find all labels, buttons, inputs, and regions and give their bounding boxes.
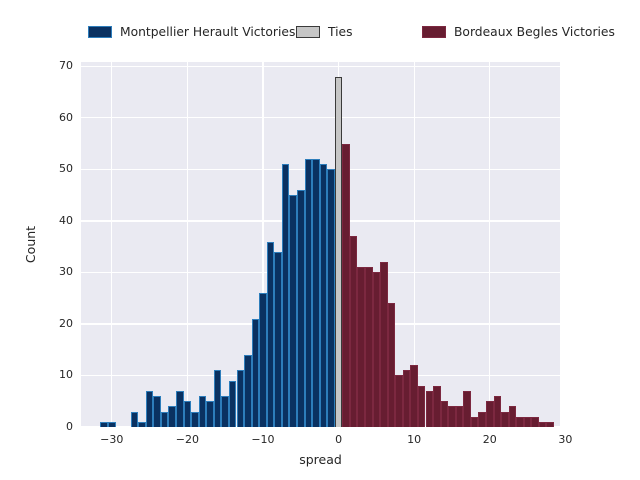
histogram-bar <box>160 411 169 427</box>
histogram-bar <box>538 421 547 427</box>
histogram-bar <box>448 406 456 427</box>
y-tick-label-60: 60 <box>59 110 73 124</box>
gridline-y-70 <box>81 65 560 67</box>
histogram-bar <box>183 401 192 427</box>
legend-label-bordeaux: Bordeaux Begles Victories <box>454 25 615 39</box>
histogram-bar <box>213 370 222 427</box>
histogram-bar <box>417 385 426 427</box>
histogram-bar <box>516 416 524 427</box>
histogram-bar <box>145 390 154 427</box>
gridline-y-60 <box>81 117 560 119</box>
histogram-bar <box>153 396 161 427</box>
histogram-bar <box>342 143 350 427</box>
y-tick-label-10: 10 <box>59 368 73 382</box>
histogram-bar <box>191 411 199 427</box>
gridline-x--30 <box>111 62 113 427</box>
x-tick-label--10: −10 <box>251 433 275 446</box>
histogram-bar <box>206 401 214 427</box>
histogram-bar <box>296 190 305 427</box>
y-tick-label-0: 0 <box>66 420 73 433</box>
histogram-bar <box>130 411 139 427</box>
histogram-bar <box>236 370 245 427</box>
legend-item-bordeaux: Bordeaux Begles Victories <box>422 25 615 39</box>
histogram-bar <box>281 164 290 427</box>
histogram-bar <box>395 375 403 427</box>
histogram-bar <box>107 421 116 427</box>
histogram-bar <box>100 421 108 427</box>
x-tick-label-10: 10 <box>407 433 422 446</box>
ties-swatch <box>296 26 320 38</box>
x-tick-label--20: −20 <box>175 433 199 446</box>
histogram-bar <box>387 303 396 427</box>
gridline-x-10 <box>413 62 415 427</box>
histogram-bar <box>259 293 267 427</box>
histogram-bar <box>493 396 502 427</box>
histogram-bar <box>455 406 464 427</box>
histogram-bar <box>380 262 388 427</box>
gridline-x-20 <box>489 62 491 427</box>
bordeaux-swatch <box>422 26 446 38</box>
histogram-bar <box>470 416 479 427</box>
histogram-bar <box>433 385 441 427</box>
histogram-bar <box>168 406 177 427</box>
x-tick-label-30: 30 <box>558 433 573 446</box>
histogram-bar <box>289 195 297 427</box>
histogram-bar <box>312 159 320 427</box>
y-tick-label-30: 30 <box>59 265 73 279</box>
histogram-bar <box>319 164 328 427</box>
plot-area <box>81 62 566 428</box>
histogram-bar <box>198 396 207 427</box>
histogram-bar <box>410 365 418 427</box>
histogram-bar <box>485 401 494 427</box>
histogram-bar <box>327 169 335 427</box>
gridline-x--10 <box>262 62 264 427</box>
x-axis-label: spread <box>299 452 342 467</box>
histogram-bar <box>251 318 260 427</box>
histogram-bar <box>365 267 373 427</box>
legend-label-montpellier: Montpellier Herault Victories <box>120 25 296 39</box>
histogram-bar <box>244 354 252 427</box>
histogram-bar <box>357 267 365 427</box>
legend-item-montpellier: Montpellier Herault Victories <box>88 25 295 39</box>
histogram-bar <box>546 421 554 427</box>
legend-label-ties: Ties <box>328 25 353 39</box>
histogram-bar <box>372 272 381 427</box>
histogram-bar <box>304 159 313 427</box>
y-tick-label-20: 20 <box>59 316 73 330</box>
histogram-bar <box>334 76 343 427</box>
histogram-bar <box>402 370 411 427</box>
histogram-bar <box>138 421 146 427</box>
y-axis-label: Count <box>23 225 38 264</box>
histogram-bar <box>425 390 434 427</box>
histogram-bar <box>266 241 275 427</box>
gridline-x-30 <box>564 62 566 427</box>
histogram-bar <box>221 396 229 427</box>
histogram-bar <box>508 406 517 427</box>
x-tick-label-0: 0 <box>335 433 343 446</box>
montpellier-swatch <box>88 26 112 38</box>
histogram-bar <box>440 401 449 427</box>
histogram-bar <box>349 236 358 427</box>
histogram-bar <box>274 251 282 427</box>
legend-item-ties: Ties <box>296 25 353 39</box>
histogram-bar <box>228 380 237 427</box>
histogram-bar <box>478 411 486 427</box>
histogram-bar <box>531 416 539 427</box>
histogram-bar <box>501 411 509 427</box>
histogram-bar <box>523 416 532 427</box>
y-tick-label-50: 50 <box>59 162 73 176</box>
y-tick-label-70: 70 <box>59 59 73 73</box>
y-tick-label-40: 40 <box>59 213 73 227</box>
gridline-x--20 <box>186 62 188 427</box>
histogram-bar <box>176 390 184 427</box>
histogram-bar <box>463 390 471 427</box>
x-tick-label--30: −30 <box>100 433 124 446</box>
x-tick-label-20: 20 <box>482 433 497 446</box>
